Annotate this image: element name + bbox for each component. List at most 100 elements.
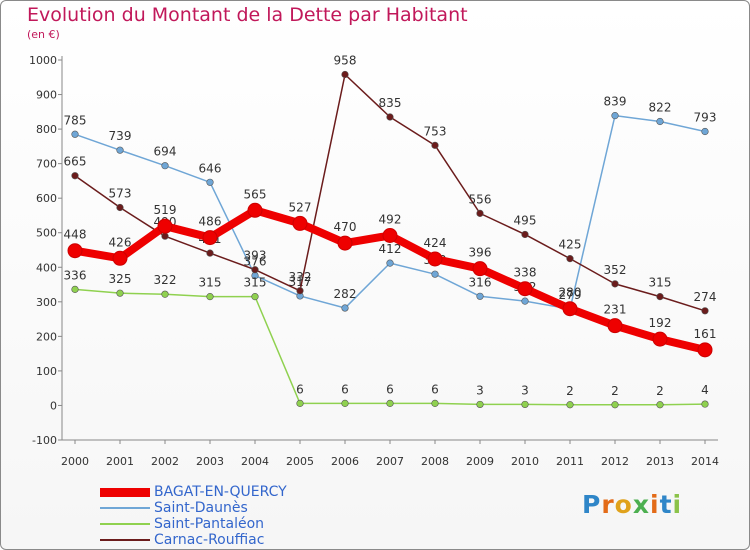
- legend-label: BAGAT-EN-QUERCY: [154, 484, 287, 500]
- data-point-3: [161, 232, 169, 240]
- data-label-2: 2: [611, 384, 619, 398]
- data-label-0: 396: [469, 246, 492, 260]
- data-point-3: [341, 70, 349, 79]
- data-point-3: [521, 230, 529, 239]
- logo-letter: i: [650, 490, 660, 519]
- data-label-0: 280: [559, 286, 582, 300]
- data-point-2: [476, 400, 484, 409]
- x-tick-label: 2006: [331, 455, 359, 468]
- x-tick-label: 2001: [106, 455, 134, 468]
- data-label-2: 325: [109, 272, 132, 286]
- data-point-0: [427, 251, 443, 267]
- x-tick-label: 2013: [646, 455, 674, 468]
- data-point-0: [652, 331, 668, 347]
- y-tick-label: 500: [36, 227, 57, 240]
- y-tick-label: 800: [36, 123, 57, 136]
- data-point-1: [611, 112, 619, 120]
- data-point-1: [116, 146, 124, 154]
- data-point-3: [701, 307, 709, 315]
- data-label-3: 274: [694, 290, 717, 304]
- data-label-2: 6: [296, 382, 304, 396]
- data-point-2: [206, 293, 214, 301]
- data-label-3: 753: [424, 124, 447, 138]
- data-point-2: [656, 401, 664, 409]
- data-label-2: 6: [386, 382, 394, 396]
- data-point-3: [566, 255, 574, 263]
- x-tick-label: 2012: [601, 455, 629, 468]
- y-tick-label: 100: [36, 365, 57, 378]
- data-point-2: [431, 399, 439, 407]
- proxiti-logo: Proxiti: [582, 490, 682, 519]
- x-tick-label: 2000: [61, 455, 89, 468]
- data-label-3: 352: [604, 263, 627, 277]
- data-point-0: [292, 215, 308, 231]
- data-label-3: 958: [334, 54, 357, 68]
- logo-letter: t: [659, 490, 673, 519]
- data-point-1: [161, 162, 169, 170]
- data-point-0: [202, 230, 218, 246]
- x-tick-label: 2002: [151, 455, 179, 468]
- data-point-0: [67, 243, 83, 259]
- data-point-0: [382, 227, 398, 243]
- data-label-0: 470: [334, 220, 357, 234]
- legend-label: Carnac-Rouffiac: [154, 532, 265, 548]
- data-point-0: [157, 218, 173, 234]
- data-point-3: [611, 280, 619, 288]
- data-label-2: 336: [64, 268, 87, 282]
- data-point-2: [566, 401, 574, 409]
- data-label-3: 425: [559, 238, 582, 252]
- data-point-3: [386, 113, 394, 121]
- y-tick-label: 300: [36, 296, 57, 309]
- data-point-3: [251, 266, 259, 274]
- data-label-1: 793: [694, 111, 717, 125]
- data-point-2: [71, 285, 79, 293]
- data-point-2: [161, 290, 169, 298]
- legend-swatch: [100, 507, 150, 509]
- logo-letter: o: [614, 490, 633, 519]
- data-label-1: 412: [379, 242, 402, 256]
- data-point-2: [701, 400, 709, 408]
- data-point-0: [472, 261, 488, 277]
- data-point-2: [521, 400, 529, 409]
- data-label-3: 315: [649, 276, 672, 290]
- data-point-1: [206, 178, 214, 186]
- data-point-1: [386, 259, 394, 267]
- data-label-0: 565: [244, 187, 267, 201]
- data-point-3: [476, 209, 484, 217]
- data-label-1: 839: [604, 95, 627, 109]
- x-tick-label: 2010: [511, 455, 539, 468]
- data-point-2: [341, 399, 349, 407]
- data-point-0: [697, 342, 713, 358]
- data-point-3: [431, 141, 439, 149]
- data-label-0: 486: [199, 215, 222, 229]
- data-label-3: 665: [64, 155, 87, 169]
- data-label-2: 322: [154, 273, 177, 287]
- data-label-3: 495: [514, 213, 537, 227]
- y-tick-label: 0: [50, 399, 57, 412]
- data-point-1: [431, 270, 439, 278]
- data-point-0: [607, 318, 623, 334]
- y-tick-label: 900: [36, 89, 57, 102]
- data-label-2: 4: [701, 383, 709, 397]
- data-label-1: 646: [199, 161, 222, 175]
- data-point-1: [701, 127, 709, 136]
- data-label-1: 279: [559, 288, 582, 302]
- data-label-1: 694: [154, 145, 177, 159]
- y-tick-label: 700: [36, 158, 57, 171]
- data-point-2: [116, 289, 124, 297]
- data-label-2: 3: [521, 383, 529, 397]
- y-tick-label: 400: [36, 261, 57, 274]
- data-point-0: [562, 301, 578, 317]
- x-tick-label: 2014: [691, 455, 719, 468]
- legend-label: Saint-Daunès: [154, 500, 248, 516]
- data-point-3: [71, 172, 79, 180]
- data-label-1: 822: [649, 100, 672, 114]
- x-tick-label: 2007: [376, 455, 404, 468]
- data-point-0: [337, 235, 353, 251]
- x-tick-label: 2008: [421, 455, 449, 468]
- data-point-3: [206, 249, 214, 257]
- data-point-2: [296, 399, 304, 407]
- data-label-0: 519: [154, 203, 177, 217]
- data-label-3: 556: [469, 192, 492, 206]
